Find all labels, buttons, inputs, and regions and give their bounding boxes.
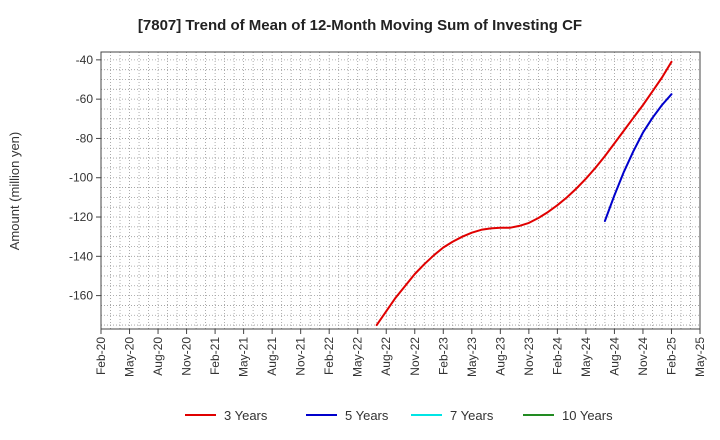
chart-title: [7807] Trend of Mean of 12-Month Moving … bbox=[138, 17, 582, 34]
series-lines bbox=[375, 60, 673, 327]
y-tick-label: -160 bbox=[69, 289, 93, 303]
x-axis-ticks: Feb-20 May-20 Aug-20 Nov-20 Feb-21 May-21 Aug-… bbox=[94, 329, 707, 377]
x-tick-label: Aug-24 bbox=[607, 337, 621, 376]
x-tick-label: Nov-21 bbox=[294, 337, 308, 376]
y-axis-ticks: -40 -60 -80 -100 -120 -140 -160 bbox=[69, 53, 101, 303]
x-tick-label: Feb-21 bbox=[208, 337, 222, 375]
legend-label-4: 10 Years bbox=[562, 408, 613, 423]
x-tick-label: Feb-23 bbox=[436, 337, 450, 375]
y-tick-label: -80 bbox=[76, 131, 94, 145]
y-tick-label: -60 bbox=[76, 92, 94, 106]
x-tick-label: Nov-24 bbox=[636, 337, 650, 376]
legend-label-1: 3 Years bbox=[224, 408, 268, 423]
plot-area-frame bbox=[100, 51, 701, 330]
x-tick-label: Aug-23 bbox=[493, 337, 507, 376]
x-tick-label: Feb-25 bbox=[664, 337, 678, 375]
x-tick-label: May-22 bbox=[351, 337, 365, 377]
y-axis-label: Amount (million yen) bbox=[7, 132, 22, 251]
x-tick-label: May-20 bbox=[123, 337, 137, 377]
x-tick-label: Feb-24 bbox=[550, 337, 564, 375]
grid-lines bbox=[101, 52, 700, 329]
x-tick-label: May-21 bbox=[237, 337, 251, 377]
series-line-1 bbox=[375, 60, 673, 327]
legend-label-2: 5 Years bbox=[345, 408, 389, 423]
x-tick-label: Aug-20 bbox=[151, 337, 165, 376]
y-tick-label: -120 bbox=[69, 210, 93, 224]
x-tick-label: May-24 bbox=[579, 337, 593, 377]
x-tick-label: Feb-22 bbox=[322, 337, 336, 375]
x-tick-label: May-23 bbox=[465, 337, 479, 377]
y-tick-label: -100 bbox=[69, 171, 93, 185]
legend: 3 Years 5 Years 7 Years 10 Years bbox=[185, 408, 613, 423]
y-tick-label: -40 bbox=[76, 53, 94, 67]
x-tick-label: Nov-23 bbox=[522, 337, 536, 376]
legend-label-3: 7 Years bbox=[450, 408, 494, 423]
y-tick-label: -140 bbox=[69, 249, 93, 263]
x-tick-label: Nov-22 bbox=[408, 337, 422, 376]
x-tick-label: May-25 bbox=[693, 337, 707, 377]
x-tick-label: Aug-21 bbox=[265, 337, 279, 376]
x-tick-label: Feb-20 bbox=[94, 337, 108, 375]
series-line-2 bbox=[603, 93, 673, 222]
x-tick-label: Nov-20 bbox=[180, 337, 194, 376]
x-tick-label: Aug-22 bbox=[379, 337, 393, 376]
